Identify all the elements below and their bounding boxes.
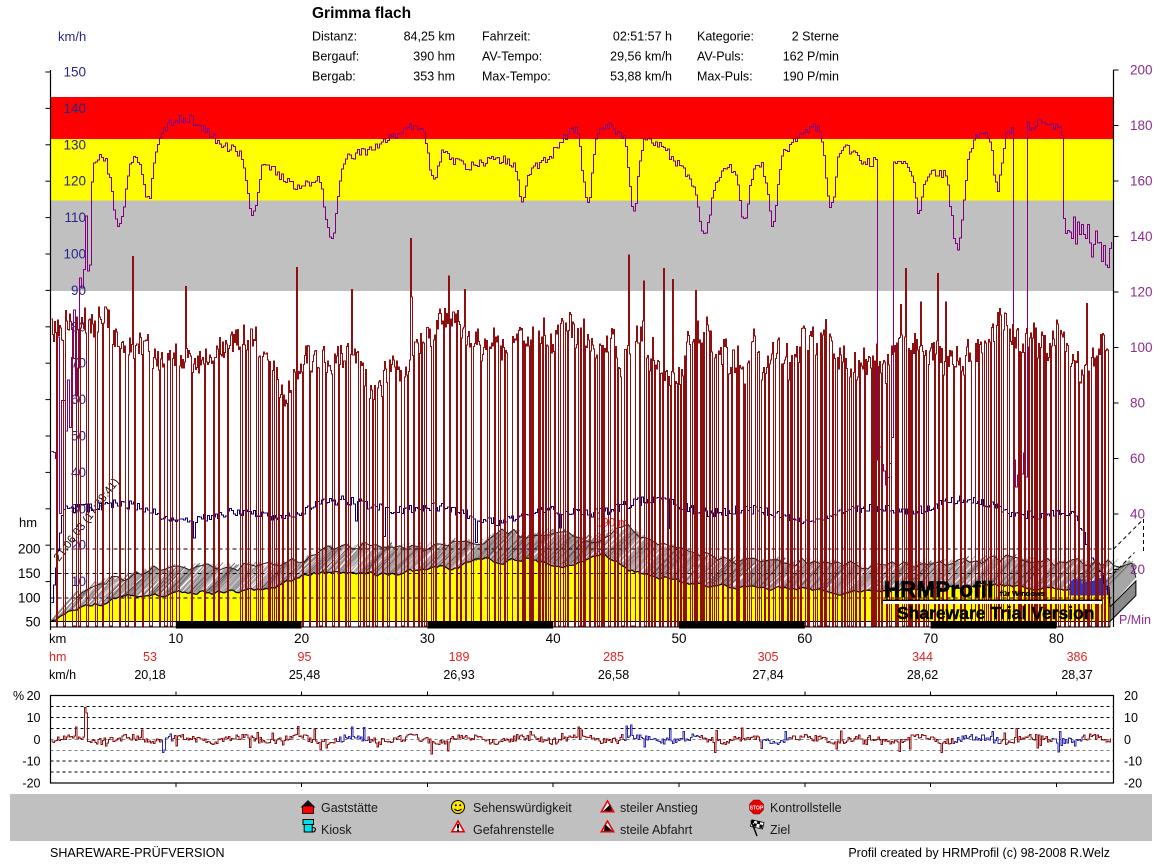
- svg-text:2 Sterne: 2 Sterne: [792, 30, 839, 44]
- svg-text:Sehenswürdigkeit: Sehenswürdigkeit: [473, 801, 572, 815]
- svg-text:Shareware Trial Version: Shareware Trial Version: [897, 603, 1094, 623]
- svg-text:P/Min: P/Min: [1119, 613, 1151, 627]
- svg-text:150: 150: [18, 566, 41, 581]
- svg-text:95: 95: [298, 650, 312, 664]
- svg-text:20: 20: [27, 689, 41, 703]
- svg-text:120: 120: [63, 174, 86, 189]
- svg-text:70: 70: [923, 631, 938, 646]
- svg-text:-10: -10: [1124, 755, 1142, 769]
- svg-text:Kategorie:: Kategorie:: [697, 30, 754, 44]
- svg-text:Max-Puls:: Max-Puls:: [697, 70, 753, 84]
- svg-text:20: 20: [294, 631, 309, 646]
- svg-text:53,88 km/h: 53,88 km/h: [610, 70, 672, 84]
- svg-text:80: 80: [1049, 631, 1064, 646]
- svg-text:km/h: km/h: [49, 668, 76, 682]
- svg-text:Bergab:: Bergab:: [312, 70, 356, 84]
- svg-text:40: 40: [546, 631, 561, 646]
- svg-text:305: 305: [758, 650, 779, 664]
- svg-text:50: 50: [671, 631, 686, 646]
- svg-text:26,93: 26,93: [443, 668, 474, 682]
- svg-text:200: 200: [18, 542, 41, 557]
- svg-text:100: 100: [1130, 340, 1153, 355]
- svg-text:für Windows: für Windows: [1000, 589, 1045, 598]
- svg-text:km: km: [49, 631, 66, 646]
- svg-text:140: 140: [1130, 229, 1153, 244]
- svg-text:-10: -10: [22, 755, 40, 769]
- svg-text:km/h: km/h: [58, 29, 86, 44]
- svg-text:189: 189: [449, 650, 470, 664]
- svg-text:120: 120: [1130, 285, 1153, 300]
- svg-text:53: 53: [143, 650, 157, 664]
- svg-text:Bergauf:: Bergauf:: [312, 50, 359, 64]
- svg-text:-20: -20: [1124, 777, 1142, 791]
- svg-text:344: 344: [912, 650, 933, 664]
- svg-text:Grimma flach: Grimma flach: [312, 5, 411, 22]
- svg-text:10: 10: [1124, 711, 1138, 725]
- svg-text:190 P/min: 190 P/min: [783, 70, 839, 84]
- svg-text:Gaststätte: Gaststätte: [321, 801, 378, 815]
- svg-text:AV-Tempo:: AV-Tempo:: [482, 50, 542, 64]
- svg-text:20: 20: [1130, 562, 1145, 577]
- svg-text:Kiosk: Kiosk: [321, 823, 352, 837]
- svg-text:30: 30: [420, 631, 435, 646]
- svg-text:100: 100: [63, 247, 86, 262]
- svg-text:steile Abfahrt: steile Abfahrt: [620, 823, 693, 837]
- svg-text:353 hm: 353 hm: [413, 70, 455, 84]
- svg-text:02:51:57 h: 02:51:57 h: [613, 30, 672, 44]
- svg-text:26,58: 26,58: [598, 668, 629, 682]
- svg-text:0: 0: [1124, 733, 1131, 747]
- svg-text:100: 100: [18, 590, 41, 605]
- svg-text:Ziel: Ziel: [770, 823, 790, 837]
- svg-text:130: 130: [63, 137, 86, 152]
- svg-text:110: 110: [64, 210, 86, 225]
- svg-text:0: 0: [34, 733, 41, 747]
- svg-text:20: 20: [1124, 689, 1138, 703]
- svg-text:10: 10: [27, 711, 41, 725]
- svg-text:50: 50: [25, 615, 40, 630]
- svg-text:Profil created by HRMProfil (c: Profil created by HRMProfil (c) 98-2008 …: [848, 846, 1110, 859]
- svg-text:40: 40: [1130, 507, 1145, 522]
- svg-text:Distanz:: Distanz:: [312, 30, 357, 44]
- svg-text:285: 285: [603, 650, 624, 664]
- svg-text:162 P/min: 162 P/min: [783, 50, 839, 64]
- svg-text:28,62: 28,62: [907, 668, 938, 682]
- svg-text:60: 60: [1130, 451, 1145, 466]
- svg-text:90: 90: [71, 283, 86, 298]
- svg-text:hm: hm: [19, 515, 37, 530]
- svg-text:190 m: 190 m: [596, 518, 628, 530]
- svg-text:hm: hm: [49, 650, 66, 664]
- svg-text:80: 80: [1130, 396, 1145, 411]
- svg-text:STOP: STOP: [750, 806, 764, 812]
- svg-text:SHAREWARE-PRÜFVERSION: SHAREWARE-PRÜFVERSION: [50, 846, 225, 859]
- svg-text:HRMProfil: HRMProfil: [884, 577, 994, 602]
- svg-text:25,48: 25,48: [289, 668, 320, 682]
- svg-text:Fahrzeit:: Fahrzeit:: [482, 30, 531, 44]
- svg-text:200: 200: [1130, 63, 1153, 78]
- svg-text:160: 160: [1130, 174, 1153, 189]
- svg-text:Max-Tempo:: Max-Tempo:: [482, 70, 551, 84]
- svg-text:60: 60: [797, 631, 812, 646]
- svg-text:steiler Anstieg: steiler Anstieg: [620, 801, 698, 815]
- svg-text:28,37: 28,37: [1061, 668, 1092, 682]
- svg-text:390 hm: 390 hm: [413, 50, 455, 64]
- svg-text:20,18: 20,18: [134, 668, 165, 682]
- svg-text:150: 150: [63, 65, 86, 80]
- svg-text:Gefahrenstelle: Gefahrenstelle: [473, 823, 554, 837]
- svg-text:27,84: 27,84: [752, 668, 783, 682]
- svg-text:%: %: [13, 689, 24, 703]
- svg-text:-20: -20: [22, 777, 40, 791]
- svg-text:140: 140: [63, 101, 86, 116]
- svg-text:Kontrollstelle: Kontrollstelle: [770, 801, 842, 815]
- svg-text:84,25 km: 84,25 km: [404, 30, 455, 44]
- svg-text:10: 10: [168, 631, 183, 646]
- svg-text:AV-Puls:: AV-Puls:: [697, 50, 744, 64]
- svg-text:29,56 km/h: 29,56 km/h: [610, 50, 672, 64]
- svg-text:180: 180: [1130, 118, 1153, 133]
- svg-text:386: 386: [1067, 650, 1088, 664]
